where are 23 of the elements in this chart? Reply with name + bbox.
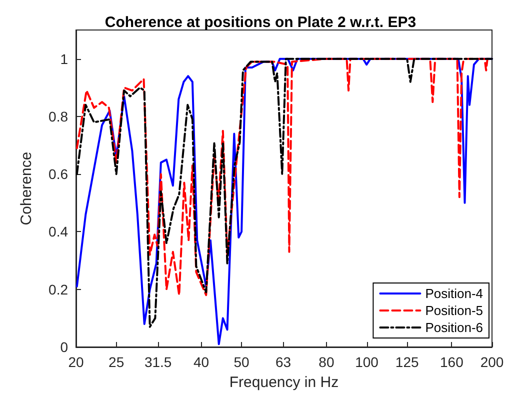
y-tick-label: 1 bbox=[60, 50, 68, 67]
x-tick-label: 31.5 bbox=[144, 354, 172, 370]
chart-title: Coherence at positions on Plate 2 w.r.t. EP3 bbox=[104, 14, 416, 31]
x-axis-title: Frequency in Hz bbox=[229, 374, 339, 391]
y-tick-label: 0.6 bbox=[48, 166, 68, 182]
x-tick-label: 50 bbox=[234, 354, 250, 370]
legend-label: Position-4 bbox=[425, 286, 484, 301]
x-tick-label: 40 bbox=[193, 354, 210, 370]
x-tick-label: 125 bbox=[395, 354, 419, 370]
y-tick-label: 0.4 bbox=[48, 224, 68, 240]
y-axis-title: Coherence bbox=[18, 152, 35, 226]
x-tick-label: 200 bbox=[480, 354, 504, 370]
y-tick-label: 0 bbox=[60, 339, 68, 355]
x-tick-label: 80 bbox=[318, 354, 334, 370]
x-tick-label: 100 bbox=[355, 354, 379, 370]
legend-label: Position-5 bbox=[425, 303, 484, 318]
legend-label: Position-6 bbox=[425, 320, 484, 335]
x-tick-label: 63 bbox=[276, 354, 292, 370]
x-tick-label: 25 bbox=[108, 354, 124, 370]
x-tick-label: 20 bbox=[68, 354, 84, 370]
y-tick-label: 0.8 bbox=[48, 108, 68, 124]
y-tick-label: 0.2 bbox=[48, 281, 68, 298]
x-tick-label: 160 bbox=[440, 354, 464, 370]
